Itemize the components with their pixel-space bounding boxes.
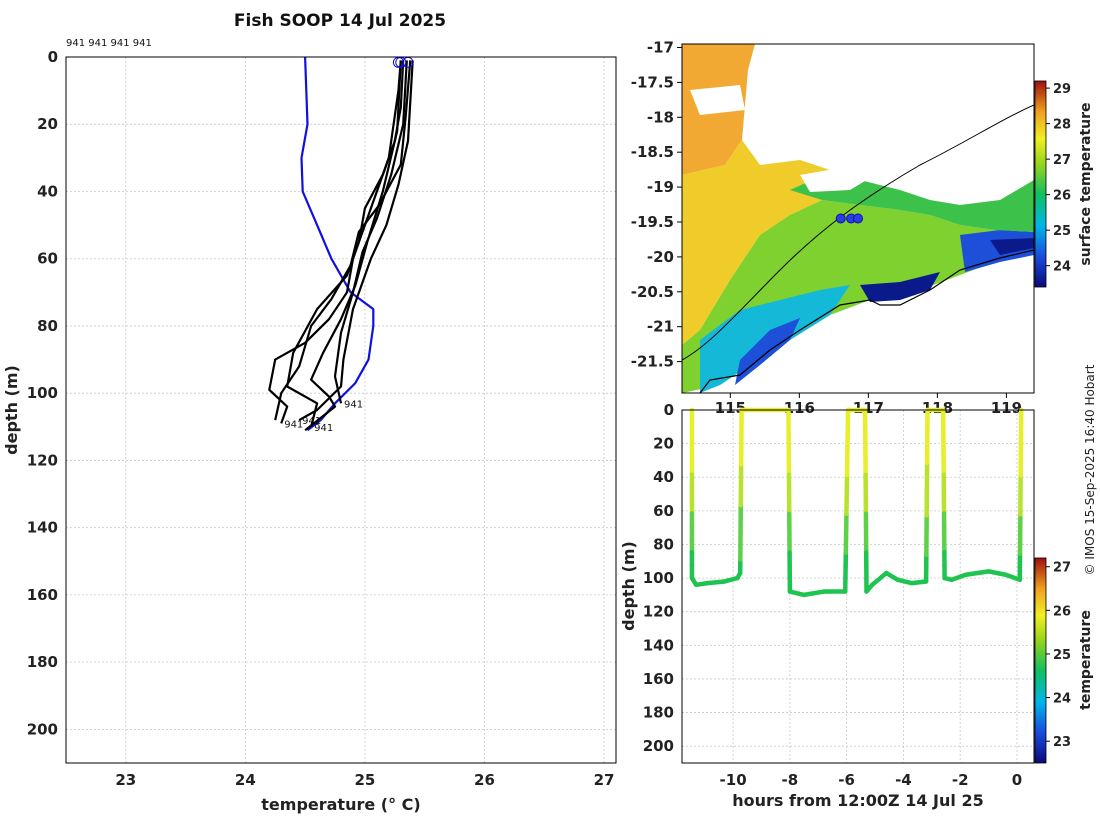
track-segment — [708, 581, 725, 583]
y-tick-label: 40 — [37, 182, 58, 200]
sst-colorbar-tick-label: 28 — [1053, 118, 1071, 133]
depth-tick-label: 80 — [653, 535, 674, 553]
map-y-tick-label: -21.5 — [631, 353, 674, 371]
sst-colorbar-label: surface temperature — [1078, 102, 1094, 265]
time-tick-label: -2 — [952, 771, 969, 789]
vessel-positions — [836, 214, 862, 223]
temperature-colorbar-tick-label: 25 — [1053, 648, 1071, 663]
map-y-tick-label: -20 — [647, 248, 674, 266]
y-tick-label: 180 — [27, 653, 58, 671]
depth-tick-label: 20 — [653, 435, 674, 453]
depth-time-tick-labels: -10 -8 -6 -4 -2 0 0 20 40 60 80 100 120 140 160 180 200 — [643, 401, 1022, 789]
temperature-colorbar-tick-label: 24 — [1053, 692, 1071, 707]
map-y-tick-label: -17 — [647, 38, 674, 56]
profile-start-marker — [403, 57, 413, 67]
depth-tick-label: 180 — [643, 704, 674, 722]
vessel-position-marker — [836, 214, 845, 223]
profile-line — [287, 60, 403, 426]
top-profile-ids: 941 941 941 941 — [66, 38, 152, 49]
sst-colorbar-tick-label: 26 — [1053, 189, 1071, 204]
map-y-tick-label: -18 — [647, 108, 674, 126]
x-tick-label: 26 — [474, 771, 495, 789]
profile-start-marker — [393, 57, 403, 67]
time-tick-label: -6 — [838, 771, 855, 789]
temperature-colorbar — [1035, 558, 1046, 763]
temperature-colorbar-tick-label: 27 — [1053, 561, 1071, 576]
profile-y-axis-label: depth (m) — [2, 365, 21, 455]
depth-tick-label: 100 — [643, 569, 674, 587]
temperature-colorbar-ticks: 23 24 25 26 27 — [1046, 561, 1071, 750]
y-tick-label: 20 — [37, 115, 58, 133]
depth-time-frame — [682, 410, 1034, 763]
temperature-colorbar-label: temperature — [1078, 610, 1094, 710]
sst-map-panel: -17 -17.5 -18 -18.5 -19 -19.5 -20 -20.5 -21 -21.5… — [631, 38, 1094, 417]
profile-gridlines — [66, 57, 616, 763]
track-segment — [952, 575, 966, 580]
sst-colorbar-tick-label: 27 — [1053, 153, 1071, 168]
depth-time-y-axis-label: depth (m) — [619, 541, 638, 631]
profile-panel: Fish SOOP 14 Jul 2025 941 941 941 941 94… — [2, 11, 616, 814]
depth-tick-label: 200 — [643, 737, 674, 755]
y-tick-label: 160 — [27, 586, 58, 604]
y-tick-label: 100 — [27, 384, 58, 402]
x-tick-label: 25 — [354, 771, 375, 789]
sst-colorbar-tick-label: 29 — [1053, 82, 1071, 97]
vessel-position-marker — [854, 214, 863, 223]
depth-tick-label: 160 — [643, 670, 674, 688]
imos-credit: © IMOS 15-Sep-2025 16:40 Hobart — [1083, 364, 1097, 575]
time-tick-label: -4 — [895, 771, 912, 789]
x-tick-label: 27 — [594, 771, 615, 789]
temperature-colorbar-tick-label: 23 — [1053, 735, 1071, 750]
depth-time-track — [692, 410, 1021, 595]
map-y-tick-label: -21 — [647, 318, 674, 336]
depth-tick-label: 140 — [643, 636, 674, 654]
y-tick-label: 60 — [37, 250, 58, 268]
time-tick-label: -8 — [782, 771, 799, 789]
profile-end-label: 941 — [284, 419, 303, 430]
track-segment — [804, 592, 824, 595]
y-tick-label: 200 — [27, 720, 58, 738]
profile-x-axis-label: temperature (° C) — [261, 795, 420, 814]
x-tick-label: 24 — [235, 771, 256, 789]
map-y-tick-label: -17.5 — [631, 73, 674, 91]
depth-time-x-axis-label: hours from 12:00Z 14 Jul 25 — [732, 791, 983, 810]
map-y-tick-label: -19 — [647, 178, 674, 196]
map-y-tick-label: -18.5 — [631, 143, 674, 161]
track-segment — [966, 571, 989, 574]
map-y-tick-label: -20.5 — [631, 283, 674, 301]
depth-tick-label: 0 — [664, 401, 674, 419]
sst-colorbar-tick-label: 24 — [1053, 260, 1071, 275]
sst-colorbar-tick-label: 25 — [1053, 224, 1071, 239]
profile-plot-frame — [66, 57, 616, 763]
depth-time-gridlines — [682, 410, 1034, 763]
chart-title: Fish SOOP 14 Jul 2025 — [234, 11, 446, 31]
map-y-tick-label: -19.5 — [631, 213, 674, 231]
y-tick-label: 140 — [27, 519, 58, 537]
time-tick-label: 0 — [1012, 771, 1022, 789]
track-segment — [872, 573, 886, 585]
sst-colorbar-ticks: 24 25 26 27 28 29 — [1046, 82, 1071, 275]
profile-line — [305, 60, 401, 430]
y-tick-label: 80 — [37, 317, 58, 335]
climatology-line — [302, 57, 374, 430]
track-segment — [989, 571, 1006, 574]
temperature-colorbar-tick-label: 26 — [1053, 604, 1071, 619]
time-tick-label: -10 — [720, 771, 747, 789]
y-tick-label: 0 — [48, 48, 58, 66]
x-tick-label: 23 — [115, 771, 136, 789]
sst-colorbar — [1035, 81, 1046, 287]
profile-end-label: 941 — [344, 399, 363, 410]
depth-tick-label: 60 — [653, 502, 674, 520]
depth-tick-label: 120 — [643, 603, 674, 621]
depth-tick-label: 40 — [653, 468, 674, 486]
y-tick-label: 120 — [27, 451, 58, 469]
